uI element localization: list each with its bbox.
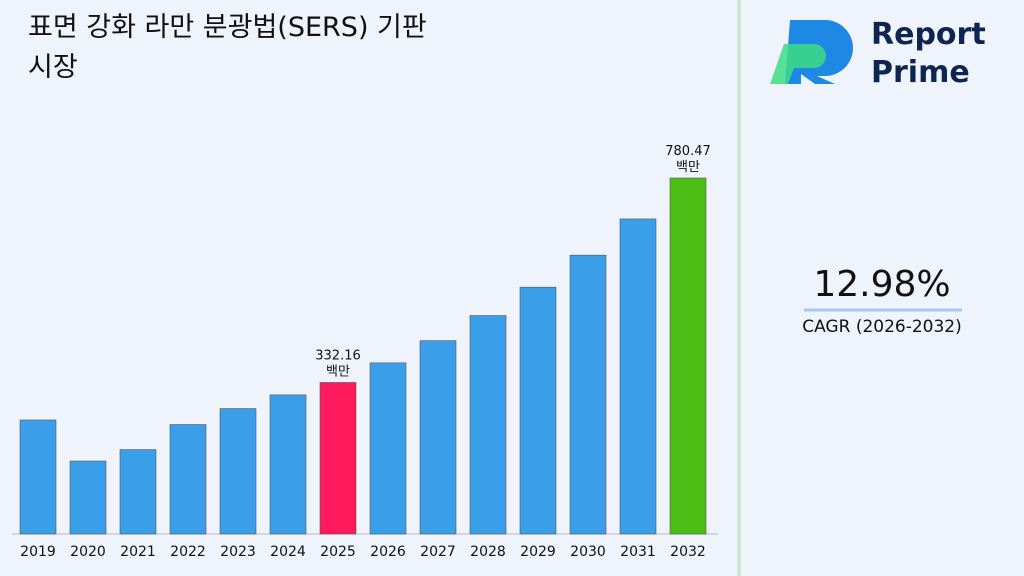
bar: [369, 362, 407, 535]
bar: [419, 340, 457, 535]
cagr-value: 12.98%: [813, 264, 950, 305]
x-tick-label: 2031: [620, 544, 656, 560]
brand-line2: Prime: [871, 55, 970, 90]
value-unit: 백만: [676, 160, 700, 175]
bar: [119, 449, 157, 535]
bar: [269, 394, 307, 535]
bar: [619, 218, 657, 535]
x-tick-label: 2020: [70, 544, 106, 560]
bar: [519, 286, 557, 535]
bar: [19, 419, 57, 535]
bar: [319, 382, 357, 535]
chart-title: 표면 강화 라만 분광법(SERS) 기판 시장: [28, 12, 427, 83]
bar: [169, 424, 207, 535]
brand-line1: Report: [871, 17, 986, 52]
bar: [569, 254, 607, 535]
bar: [69, 460, 107, 535]
x-tick-label: 2027: [420, 544, 456, 560]
x-tick-label: 2021: [120, 544, 156, 560]
logo: [770, 20, 853, 84]
value-label: 332.16: [315, 348, 361, 363]
x-tick-label: 2030: [570, 544, 606, 560]
x-tick-label: 2025: [320, 544, 356, 560]
x-tick-label: 2023: [220, 544, 256, 560]
x-tick-label: 2022: [170, 544, 206, 560]
bar: [669, 177, 707, 535]
value-unit: 백만: [326, 364, 350, 379]
x-tick-label: 2032: [670, 544, 706, 560]
bar: [219, 408, 257, 535]
x-tick-label: 2028: [470, 544, 506, 560]
x-tick-label: 2019: [20, 544, 56, 560]
x-tick-label: 2024: [270, 544, 306, 560]
value-label: 780.47: [665, 144, 711, 159]
cagr-label: CAGR (2026-2032): [802, 317, 962, 337]
x-tick-label: 2026: [370, 544, 406, 560]
bar: [469, 315, 507, 535]
x-tick-label: 2029: [520, 544, 556, 560]
